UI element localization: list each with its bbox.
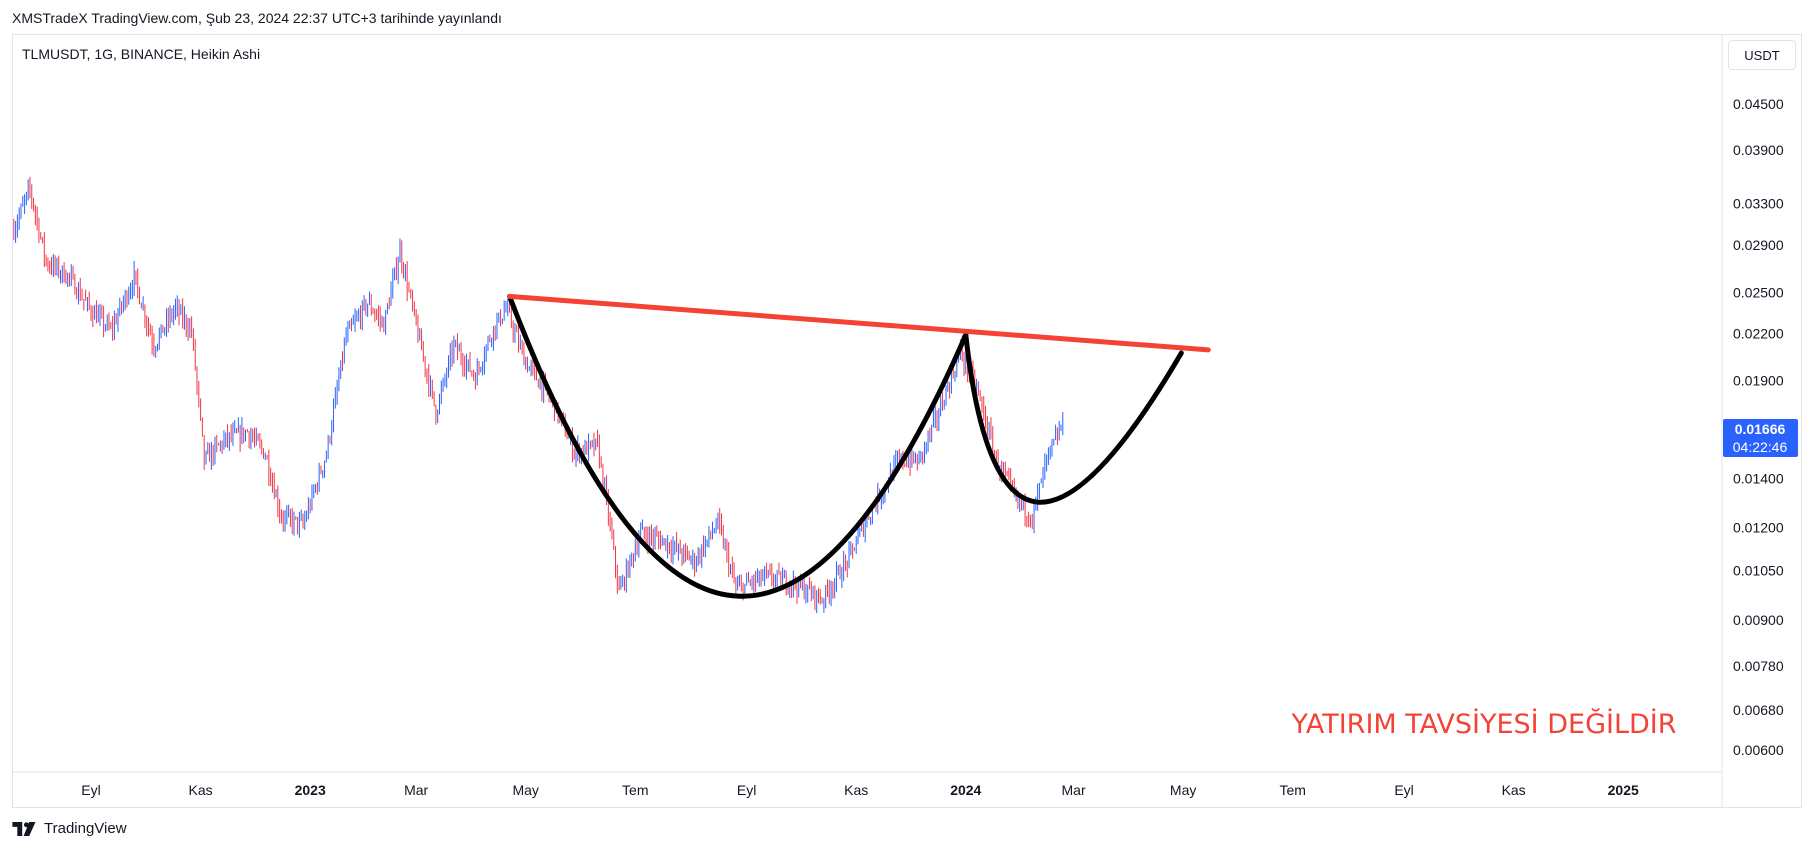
price-tick-label: 0.00680 [1733,702,1784,718]
drawing-layer[interactable] [507,293,1211,599]
time-tick-label: May [1170,782,1196,798]
price-tick-label: 0.02500 [1733,284,1784,300]
time-axis[interactable]: Eyl Kas 2023 Mar May Tem Eyl Kas 2024 Mar May Tem Ey… [12,34,1723,808]
tradingview-brand[interactable]: TradingView [12,820,127,837]
price-tick-label: 0.03900 [1733,142,1784,158]
bar-countdown: 04:22:46 [1733,439,1788,455]
time-tick-label: 2023 [295,782,326,798]
price-tick-label: 0.03300 [1733,195,1784,211]
last-price-tag: 0.01666 04:22:46 [1723,419,1798,457]
time-tick-label: 2024 [950,782,981,798]
price-tick-label: 0.01200 [1733,520,1784,536]
price-tick-label: 0.01400 [1733,470,1784,486]
time-tick-label: 2025 [1608,782,1639,798]
symbol-legend: TLMUSDT, 1G, BINANCE, Heikin Ashi [22,46,261,62]
time-tick-label: Kas [844,782,868,798]
disclaimer-annotation[interactable]: YATIRIM TAVSİYESİ DEĞİLDİR [1290,708,1676,740]
time-tick-label: Tem [622,782,648,798]
time-tick-label: Mar [1062,782,1086,798]
time-tick-label: Kas [1502,782,1526,798]
last-price-value: 0.01666 [1735,421,1786,437]
price-tick-label: 0.02200 [1733,325,1784,341]
chart-frame [12,34,1802,808]
time-tick-label: Eyl [1394,782,1413,798]
cup-curve[interactable] [507,293,969,599]
tradingview-logo-icon [12,821,36,836]
time-tick-label: Tem [1279,782,1305,798]
price-tick-label: 0.00780 [1733,658,1784,674]
time-tick-label: Eyl [81,782,100,798]
price-tick-label: 0.01900 [1733,372,1784,388]
time-tick-label: Kas [189,782,213,798]
resistance-trendline[interactable] [507,293,1211,353]
price-axis[interactable]: 0.04500 0.03900 0.03300 0.02900 0.02500 0.022… [1733,96,1784,758]
currency-button[interactable]: USDT [1728,40,1796,70]
brand-label: TradingView [44,820,127,837]
price-tick-label: 0.01050 [1733,563,1784,579]
time-tick-label: Mar [404,782,428,798]
time-tick-label: Eyl [737,782,756,798]
handle-curve[interactable] [963,332,1184,505]
price-tick-label: 0.00600 [1733,742,1784,758]
candle-bars [13,176,1064,614]
price-tick-label: 0.02900 [1733,237,1784,253]
time-tick-label: May [512,782,538,798]
published-info: XMSTradeX TradingView.com, Şub 23, 2024 … [12,10,502,26]
price-tick-label: 0.00900 [1733,612,1784,628]
price-tick-label: 0.04500 [1733,96,1784,112]
